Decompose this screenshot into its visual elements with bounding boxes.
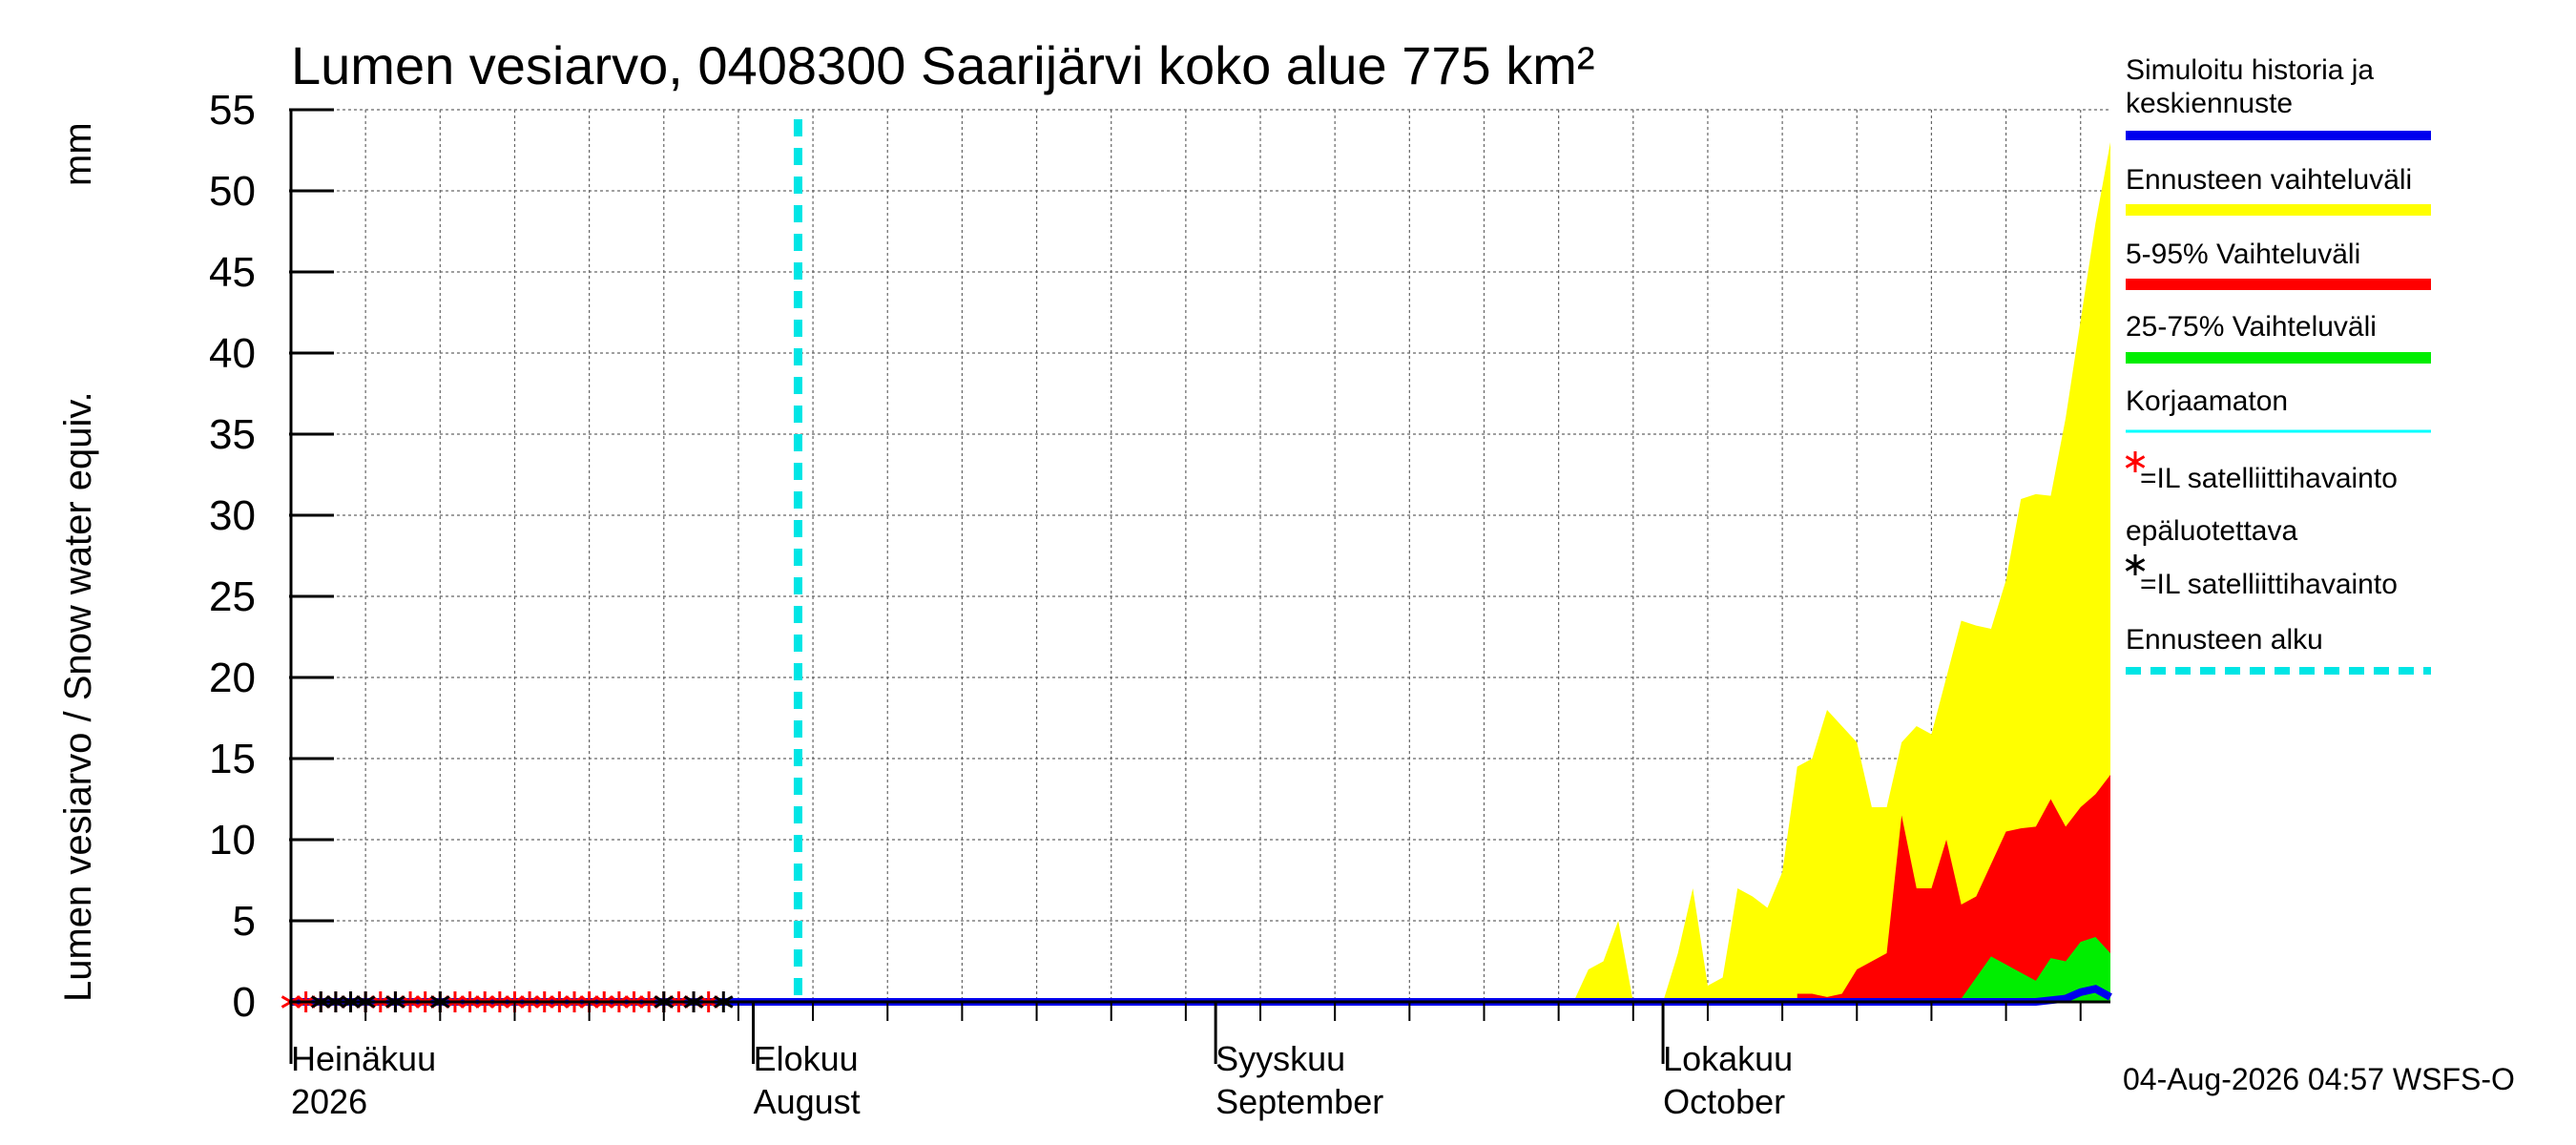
y-tick-label: 10 bbox=[209, 817, 256, 864]
y-axis-unit: mm bbox=[57, 122, 99, 186]
series-band-0 bbox=[1573, 142, 2110, 1002]
x-month-sublabel: August bbox=[754, 1082, 861, 1121]
legend-label-satellite-black: =IL satelliittihavainto bbox=[2140, 569, 2398, 600]
y-tick-label: 50 bbox=[209, 168, 256, 215]
x-month-sublabel: September bbox=[1215, 1082, 1383, 1121]
legend-red-star-icon bbox=[2125, 451, 2146, 472]
x-month-label: Lokakuu bbox=[1663, 1039, 1793, 1078]
y-tick-label: 5 bbox=[233, 898, 256, 945]
series-band-2 bbox=[1931, 937, 2110, 1002]
x-month-sublabel: 2026 bbox=[291, 1082, 367, 1121]
legend-label-mean: Simuloitu historia ja keskiennuste bbox=[2126, 54, 2374, 119]
legend-label-satellite-red: =IL satelliittihavainto bbox=[2140, 463, 2398, 494]
y-tick-label: 35 bbox=[209, 411, 256, 458]
y-tick-label: 45 bbox=[209, 249, 256, 296]
y-tick-label: 25 bbox=[209, 573, 256, 620]
x-month-label: Syyskuu bbox=[1215, 1039, 1345, 1078]
y-tick-label: 20 bbox=[209, 655, 256, 701]
y-tick-label: 30 bbox=[209, 492, 256, 539]
series-band-1 bbox=[1797, 775, 2110, 1002]
x-month-label: Heinäkuu bbox=[291, 1039, 436, 1078]
x-month-sublabel: October bbox=[1663, 1082, 1785, 1121]
timestamp-footer: 04-Aug-2026 04:57 WSFS-O bbox=[2123, 1062, 2515, 1096]
y-tick-label: 55 bbox=[209, 87, 256, 134]
y-axis-label: Lumen vesiarvo / Snow water equiv. bbox=[57, 391, 99, 1002]
y-tick-label: 0 bbox=[233, 979, 256, 1026]
axes: 0 5 10 15 20 25 30 35 40 45 50 55 Heinäkuu 2026 Elokuu… bbox=[209, 87, 2110, 1121]
legend-label-5-95: 5-95% Vaihteluväli bbox=[2126, 239, 2360, 270]
legend-label-forecast-range: Ennusteen vaihteluväli bbox=[2126, 164, 2412, 196]
legend-label-uncorrected: Korjaamaton bbox=[2126, 385, 2288, 417]
y-tick-label: 40 bbox=[209, 330, 256, 377]
legend-label-25-75: 25-75% Vaihteluväli bbox=[2126, 311, 2377, 343]
chart-title: Lumen vesiarvo, 0408300 Saarijärvi koko … bbox=[291, 35, 1595, 95]
legend-label-forecast-start: Ennusteen alku bbox=[2126, 624, 2323, 656]
legend-label-unreliable: epäluotettava bbox=[2126, 515, 2297, 547]
legend-black-star-icon bbox=[2125, 554, 2146, 575]
y-tick-label: 15 bbox=[209, 736, 256, 782]
x-month-label: Elokuu bbox=[754, 1039, 859, 1078]
legend: Simuloitu historia ja keskiennuste Ennuste… bbox=[2125, 54, 2431, 675]
series-layer bbox=[280, 119, 2112, 1012]
